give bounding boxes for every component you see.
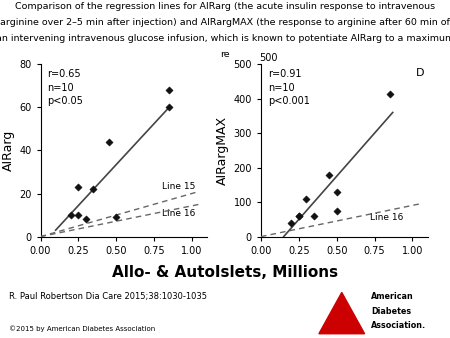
Text: R. Paul Robertson Dia Care 2015;38:1030-1035: R. Paul Robertson Dia Care 2015;38:1030-… <box>9 292 207 301</box>
Point <box>67 212 74 218</box>
Point <box>75 184 82 190</box>
Text: r=0.65
n=10
p<0.05: r=0.65 n=10 p<0.05 <box>47 69 83 106</box>
Text: r=0.91
n=10
p<0.001: r=0.91 n=10 p<0.001 <box>268 69 310 106</box>
Point <box>82 217 90 222</box>
Point <box>295 213 302 219</box>
Text: American: American <box>371 292 414 301</box>
Point <box>325 172 333 177</box>
Polygon shape <box>319 292 365 334</box>
Text: 500: 500 <box>259 52 277 63</box>
Text: Line 16: Line 16 <box>162 209 195 218</box>
Point <box>288 220 295 225</box>
Text: ©2015 by American Diabetes Association: ©2015 by American Diabetes Association <box>9 325 155 332</box>
Point <box>75 212 82 218</box>
Point <box>90 187 97 192</box>
Point <box>166 87 173 93</box>
Text: re: re <box>220 50 230 59</box>
Text: an intervening intravenous glucose infusion, which is known to potentiate AIRarg: an intervening intravenous glucose infus… <box>0 34 450 43</box>
Text: Line 15: Line 15 <box>162 182 195 191</box>
Y-axis label: AIRarg: AIRarg <box>2 130 15 171</box>
Point <box>295 213 302 219</box>
Text: Comparison of the regression lines for AIRarg (the acute insulin response to int: Comparison of the regression lines for A… <box>15 2 435 11</box>
Text: Allo- & AutoIslets, Millions: Allo- & AutoIslets, Millions <box>112 265 338 280</box>
Text: Association.: Association. <box>371 321 426 331</box>
Point <box>105 139 112 144</box>
Text: D: D <box>416 68 424 78</box>
Point <box>112 215 120 220</box>
Point <box>333 189 340 194</box>
Point <box>310 213 318 219</box>
Point <box>166 104 173 110</box>
Text: Diabetes: Diabetes <box>371 307 411 316</box>
Text: Line 16: Line 16 <box>370 213 403 222</box>
Point <box>303 196 310 201</box>
Y-axis label: AIRargMAX: AIRargMAX <box>216 116 230 185</box>
Point <box>386 91 393 96</box>
Point <box>333 208 340 214</box>
Text: arginine over 2–5 min after injection) and AIRargMAX (the response to arginine a: arginine over 2–5 min after injection) a… <box>0 18 450 27</box>
